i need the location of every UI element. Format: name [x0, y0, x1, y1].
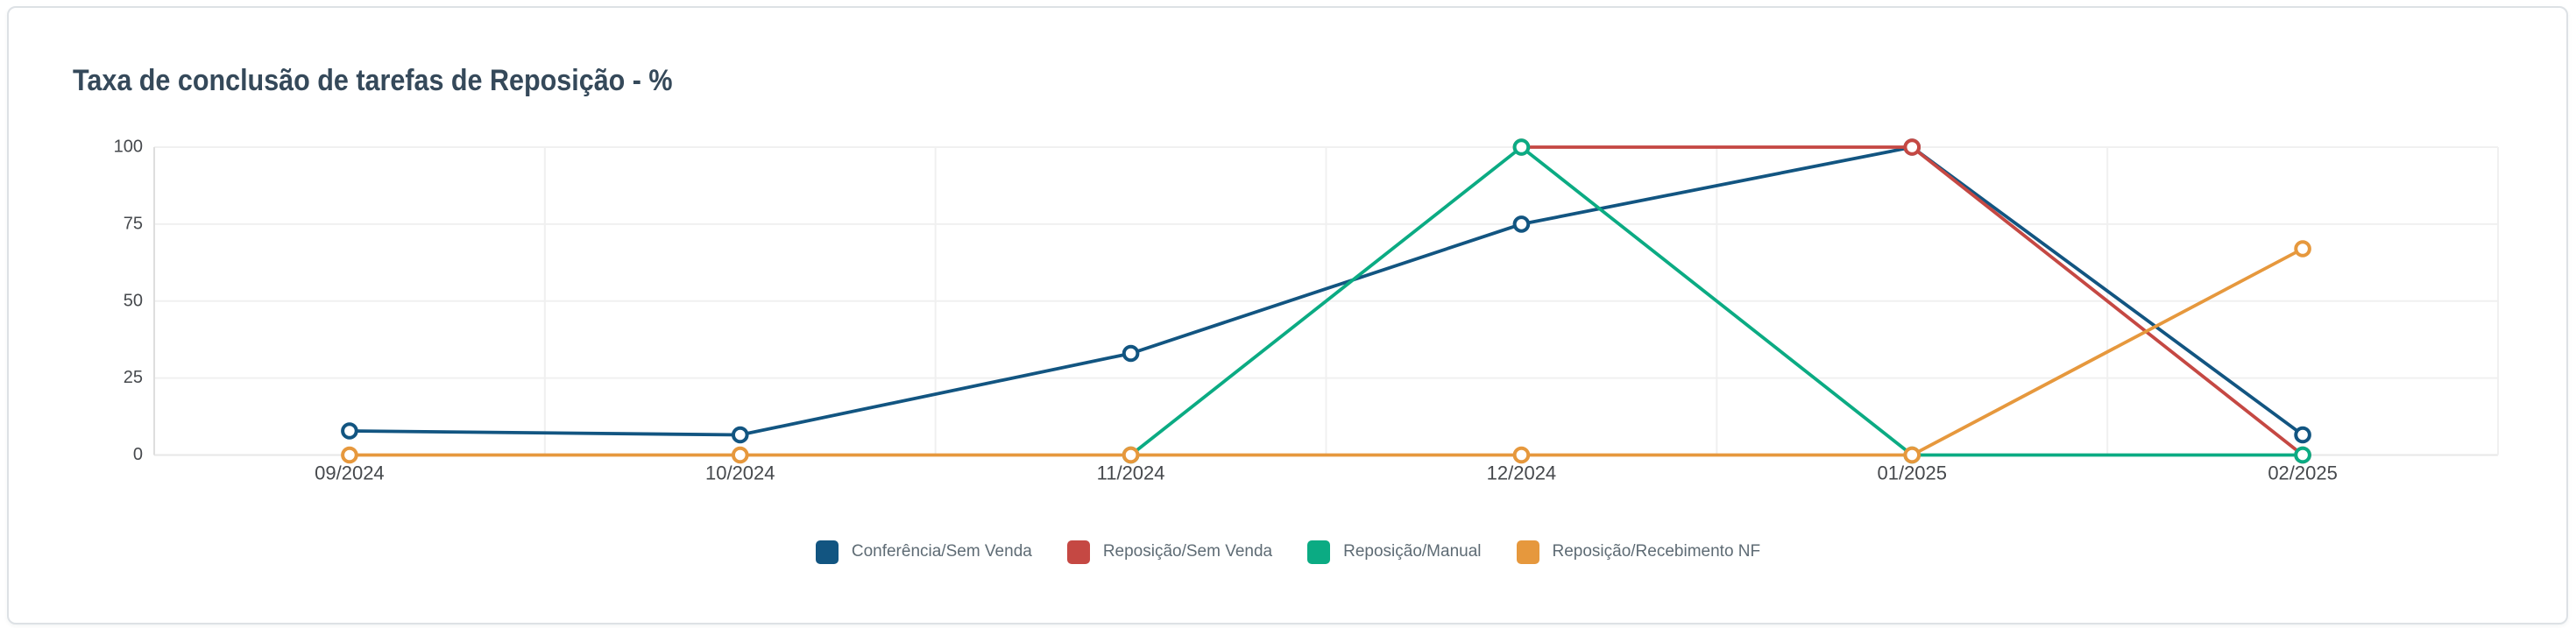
svg-text:02/2025: 02/2025	[2268, 462, 2338, 484]
svg-text:11/2024: 11/2024	[1097, 462, 1165, 484]
svg-text:01/2025: 01/2025	[1877, 462, 1947, 484]
svg-text:75: 75	[124, 214, 143, 233]
svg-text:09/2024: 09/2024	[315, 462, 385, 484]
svg-text:0: 0	[133, 445, 143, 464]
svg-text:10/2024: 10/2024	[705, 462, 775, 484]
svg-text:12/2024: 12/2024	[1487, 462, 1557, 484]
svg-text:25: 25	[124, 368, 143, 387]
svg-text:50: 50	[124, 291, 143, 310]
svg-text:100: 100	[114, 138, 143, 157]
